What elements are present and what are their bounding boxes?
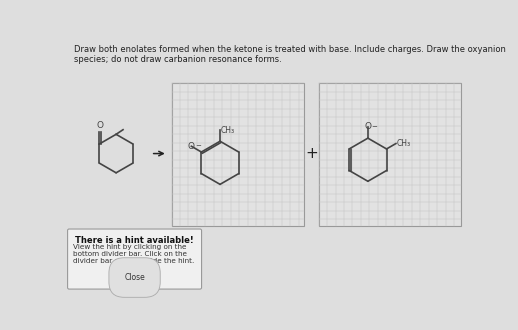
Text: There is a hint available!: There is a hint available!: [75, 236, 193, 245]
Text: O: O: [97, 121, 104, 130]
Text: O: O: [364, 122, 371, 131]
Text: CH₃: CH₃: [397, 139, 411, 148]
Bar: [171, 83, 304, 226]
Text: O: O: [188, 142, 195, 151]
Text: −: −: [195, 143, 201, 149]
Bar: [319, 83, 461, 226]
Text: Close: Close: [124, 273, 145, 282]
Text: −: −: [372, 123, 378, 130]
FancyBboxPatch shape: [67, 229, 202, 289]
Text: +: +: [305, 146, 318, 161]
Text: Draw both enolates formed when the ketone is treated with base. Include charges.: Draw both enolates formed when the keton…: [74, 45, 506, 64]
Text: CH₃: CH₃: [221, 126, 235, 135]
Text: View the hint by clicking on the
bottom divider bar. Click on the
divider bar ag: View the hint by clicking on the bottom …: [73, 245, 194, 264]
